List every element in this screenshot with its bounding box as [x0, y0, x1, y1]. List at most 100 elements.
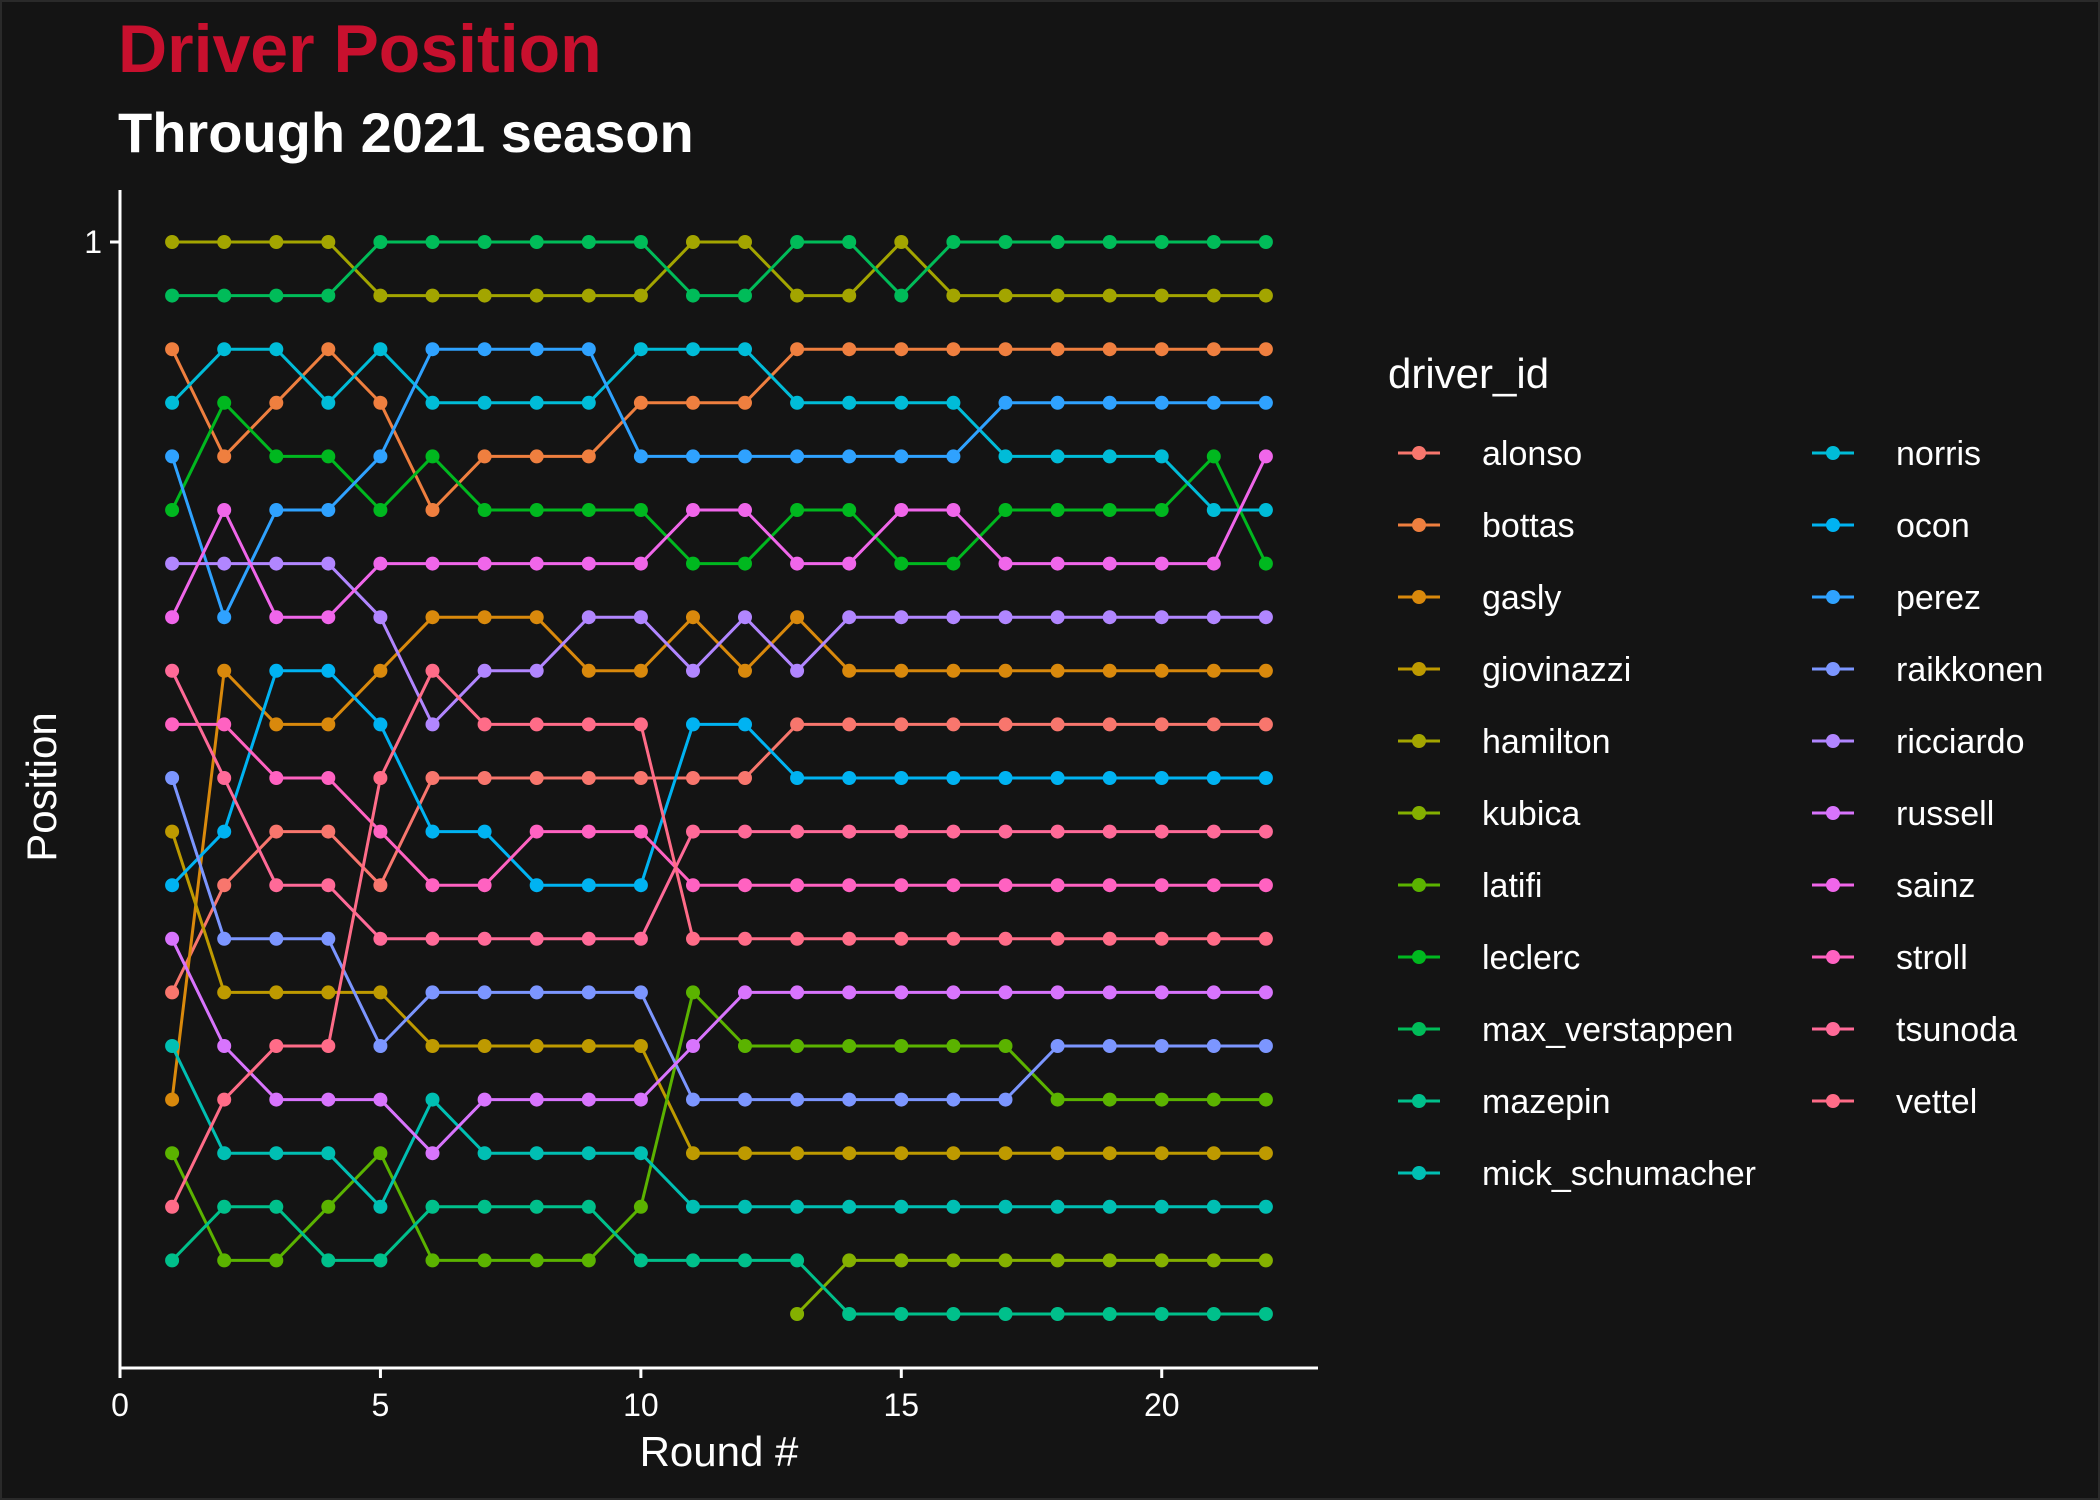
data-point-russell [217, 1039, 232, 1053]
data-point-perez [217, 610, 232, 625]
data-point-kubica [842, 1253, 857, 1268]
data-point-latifi [946, 1039, 961, 1053]
data-point-alonso [1154, 717, 1169, 732]
data-point-sainz [1206, 556, 1221, 571]
data-point-giovinazzi [946, 1146, 961, 1161]
data-point-sainz [738, 503, 752, 517]
data-point-vettel [946, 931, 961, 946]
data-point-leclerc [269, 449, 284, 464]
data-point-raikkonen [217, 931, 232, 946]
data-point-mazepin [529, 1199, 544, 1214]
data-point-latifi [1102, 1092, 1117, 1107]
data-point-latifi [842, 1039, 857, 1053]
data-point-leclerc [1050, 503, 1065, 517]
legend-item-russell: russell [1812, 795, 1994, 833]
data-point-leclerc [581, 503, 596, 517]
data-point-vettel [529, 717, 544, 732]
x-tick-label: 15 [884, 1387, 920, 1423]
data-point-leclerc [738, 556, 752, 571]
series-norris [165, 342, 1273, 517]
data-point-mick_schumacher [529, 1146, 544, 1161]
data-point-mazepin [1050, 1307, 1065, 1321]
series-line-norris [171, 347, 1266, 512]
data-point-raikkonen [1102, 1039, 1117, 1053]
data-point-mick_schumacher [998, 1199, 1013, 1214]
legend-key-point [1826, 878, 1840, 892]
series-line-raikkonen [170, 777, 1266, 1102]
data-point-ricciardo [1102, 610, 1117, 625]
data-point-hamilton [842, 288, 857, 303]
data-point-tsunoda [633, 931, 648, 946]
data-point-max_verstappen [581, 235, 596, 249]
data-point-giovinazzi [165, 824, 180, 839]
data-point-russell [1050, 985, 1065, 1000]
data-point-gasly [790, 610, 805, 625]
data-point-vettel [738, 931, 752, 946]
data-point-tsunoda [946, 824, 961, 839]
data-point-mazepin [998, 1307, 1013, 1321]
data-point-kubica [998, 1253, 1013, 1268]
data-point-max_verstappen [477, 235, 492, 249]
data-point-mick_schumacher [790, 1199, 805, 1214]
data-point-ocon [633, 878, 648, 893]
series-line-ricciardo [172, 562, 1266, 726]
data-point-ricciardo [217, 556, 232, 571]
legend-key-point [1412, 1094, 1426, 1108]
data-point-alonso [1206, 717, 1221, 732]
data-point-mazepin [738, 1253, 752, 1268]
data-point-hamilton [1050, 288, 1065, 303]
data-point-ricciardo [477, 663, 492, 678]
data-point-ocon [738, 717, 752, 732]
data-point-stroll [998, 878, 1013, 893]
data-point-gasly [946, 663, 961, 678]
data-point-giovinazzi [1206, 1146, 1221, 1161]
data-point-perez [1258, 395, 1273, 410]
data-point-stroll [1206, 878, 1221, 893]
data-point-ricciardo [1154, 610, 1169, 625]
data-point-vettel [217, 1092, 232, 1107]
data-point-vettel [1102, 931, 1117, 946]
data-point-ricciardo [321, 556, 336, 571]
data-point-alonso [738, 771, 752, 785]
data-point-ocon [842, 771, 857, 785]
data-point-latifi [790, 1039, 805, 1053]
data-point-alonso [581, 771, 596, 785]
data-point-ocon [1154, 771, 1169, 785]
data-point-russell [946, 985, 961, 1000]
data-point-gasly [1154, 663, 1169, 678]
data-point-gasly [269, 717, 284, 732]
data-point-leclerc [425, 449, 440, 464]
data-point-bottas [998, 342, 1013, 357]
data-point-giovinazzi [1050, 1146, 1065, 1161]
series-raikkonen [165, 771, 1273, 1107]
data-point-ricciardo [738, 610, 752, 625]
data-point-stroll [217, 717, 232, 732]
legend-label: russell [1896, 795, 1994, 833]
legend-key-point [1826, 590, 1840, 604]
data-point-mick_schumacher [477, 1146, 492, 1161]
data-point-vettel [790, 931, 805, 946]
legend-label: norris [1896, 435, 1981, 473]
data-point-max_verstappen [842, 235, 857, 249]
y-tick-label: 1 [84, 224, 102, 260]
data-point-gasly [529, 610, 544, 625]
data-point-raikkonen [269, 931, 284, 946]
data-point-giovinazzi [373, 985, 388, 1000]
data-point-max_verstappen [1102, 235, 1117, 249]
data-point-norris [581, 395, 596, 410]
data-point-raikkonen [790, 1092, 805, 1107]
data-point-mazepin [1206, 1307, 1221, 1321]
data-point-norris [633, 342, 648, 357]
data-point-tsunoda [529, 931, 544, 946]
data-point-bottas [581, 449, 596, 464]
legend-label: giovinazzi [1482, 651, 1631, 689]
data-point-kubica [790, 1307, 805, 1321]
data-point-norris [269, 342, 284, 357]
legend-key-point [1826, 662, 1840, 676]
legend-items: alonso bottas gasly giovinazzi hamilton kubic… [1398, 435, 2043, 1193]
data-point-mazepin [790, 1253, 805, 1268]
legend-item-kubica: kubica [1398, 795, 1580, 833]
data-point-tsunoda [1102, 824, 1117, 839]
data-point-hamilton [1206, 288, 1221, 303]
data-point-latifi [686, 985, 700, 1000]
